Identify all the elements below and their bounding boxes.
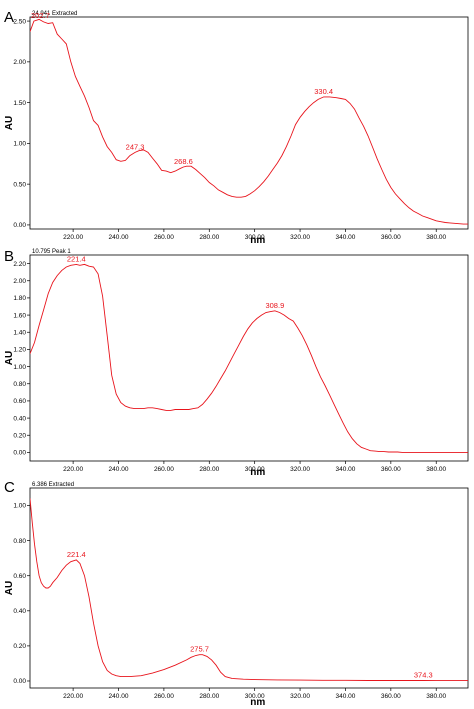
panel-c-peak-label: 275.7 — [190, 645, 209, 654]
panel-c-x-tick-label: 240.00 — [109, 693, 129, 700]
panel-c-letter: C — [4, 479, 15, 496]
panel-b-x-axis-title: nm — [250, 467, 265, 478]
panel-b-y-tick-label: 0.00 — [13, 450, 26, 457]
panel-b-x-tick-label: 320.00 — [290, 466, 310, 473]
panel-c-x-tick-label: 360.00 — [381, 693, 401, 700]
panel-b-y-tick-label: 1.60 — [13, 312, 26, 319]
panel-c-x-axis-title: nm — [250, 697, 265, 708]
panel-c-x-tick-label: 260.00 — [154, 693, 174, 700]
panel-b-y-tick-label: 1.40 — [13, 329, 26, 336]
panel-a-x-tick-label: 240.00 — [109, 234, 129, 241]
panel-b-letter: B — [4, 248, 14, 265]
panel-b-y-tick-label: 2.20 — [13, 261, 26, 268]
panel-a-spectrum-line — [30, 18, 468, 225]
panel-b-x-tick-label: 340.00 — [336, 466, 356, 473]
panel-a-y-axis-title: AU — [4, 116, 15, 130]
panel-c-y-tick-label: 0.40 — [13, 608, 26, 615]
panel-b-x-tick-label: 260.00 — [154, 466, 174, 473]
panel-a-y-tick-label: 2.00 — [13, 59, 26, 66]
panel-a-x-tick-label: 300.00 — [245, 234, 265, 241]
panel-a-letter: A — [4, 9, 14, 26]
panel-b-plot-frame — [29, 254, 469, 462]
panel-b-y-tick-label: 0.60 — [13, 398, 26, 405]
panel-a-x-tick-label: 260.00 — [154, 234, 174, 241]
panel-c-peak-label: 221.4 — [67, 550, 86, 559]
panel-a-x-tick-label: 340.00 — [336, 234, 356, 241]
panel-b-y-tick-label: 2.00 — [13, 278, 26, 285]
panel-b-x-tick-label: 280.00 — [199, 466, 219, 473]
panel-c-x-tick-label: 300.00 — [245, 693, 265, 700]
panel-a-x-axis-title: nm — [250, 235, 265, 246]
panel-c-info-label: 6.386 Extracted — [32, 482, 74, 488]
panel-b: B 10.795 Peak 1 0.00 0.20 0.40 0.60 0.80 1.00 1.… — [4, 248, 469, 478]
panel-b-y-axis-title: AU — [4, 351, 15, 365]
panel-c-x-tick-label: 320.00 — [290, 693, 310, 700]
panel-a-peak-label: 202.7 — [31, 11, 50, 20]
panel-b-info-label: 10.795 Peak 1 — [32, 249, 71, 255]
panel-c: C 6.386 Extracted 0.00 0.20 0.40 0.60 0.80 1.00… — [4, 479, 469, 708]
panel-a: A 24.941 Extracted 0.00 0.50 1.00 1.50 2.00 2.5… — [4, 9, 469, 246]
panel-c-plot-frame — [29, 487, 469, 689]
panel-b-y-tick-label: 0.80 — [13, 381, 26, 388]
panel-c-x-tick-label: 380.00 — [426, 693, 446, 700]
panel-a-x-tick-label: 360.00 — [381, 234, 401, 241]
panel-c-y-tick-label: 0.00 — [13, 678, 26, 685]
panel-b-y-tick-label: 0.20 — [13, 432, 26, 439]
panel-c-y-tick-label: 0.80 — [13, 538, 26, 545]
panel-b-x-tick-label: 360.00 — [381, 466, 401, 473]
panel-c-x-tick-label: 220.00 — [63, 693, 83, 700]
panel-b-y-tick-label: 1.20 — [13, 347, 26, 354]
panel-b-peak-label: 308.9 — [265, 301, 284, 310]
panel-b-y-tick-label: 1.80 — [13, 295, 26, 302]
panel-a-x-tick-label: 280.00 — [199, 234, 219, 241]
panel-b-y-tick-label: 1.00 — [13, 364, 26, 371]
panel-a-plot-frame — [29, 16, 469, 230]
panel-b-y-tick-label: 0.40 — [13, 415, 26, 422]
panel-a-x-tick-label: 380.00 — [426, 234, 446, 241]
panel-b-spectrum-line — [30, 263, 468, 453]
panel-c-peak-label: 374.3 — [414, 670, 433, 679]
panel-a-y-tick-label: 2.50 — [13, 18, 26, 25]
panel-a-y-tick-label: 1.50 — [13, 100, 26, 107]
panel-c-x-tick-label: 280.00 — [199, 693, 219, 700]
panel-a-y-tick-label: 0.50 — [13, 181, 26, 188]
panel-c-y-tick-label: 1.00 — [13, 503, 26, 510]
panel-a-x-tick-label: 220.00 — [63, 234, 83, 241]
panel-b-x-tick-label: 220.00 — [63, 466, 83, 473]
panel-a-y-tick-label: 1.00 — [13, 141, 26, 148]
panel-a-info-label: 24.941 Extracted — [32, 11, 77, 17]
panel-c-spectrum-line — [30, 498, 468, 682]
panel-a-y-tick-label: 0.00 — [13, 222, 26, 229]
panel-b-peak-label: 221.4 — [67, 254, 86, 263]
panel-c-y-tick-label: 0.60 — [13, 573, 26, 580]
panel-a-peak-label: 330.4 — [314, 87, 333, 96]
panel-a-peak-label: 268.6 — [174, 157, 193, 166]
panel-b-x-tick-label: 300.00 — [245, 466, 265, 473]
panel-c-y-axis-title: AU — [4, 581, 15, 595]
panel-b-x-tick-label: 380.00 — [426, 466, 446, 473]
panel-b-x-tick-label: 240.00 — [109, 466, 129, 473]
panel-c-y-tick-label: 0.20 — [13, 643, 26, 650]
panel-c-x-tick-label: 340.00 — [336, 693, 356, 700]
panel-a-peak-label: 247.3 — [126, 142, 145, 151]
panel-a-x-tick-label: 320.00 — [290, 234, 310, 241]
